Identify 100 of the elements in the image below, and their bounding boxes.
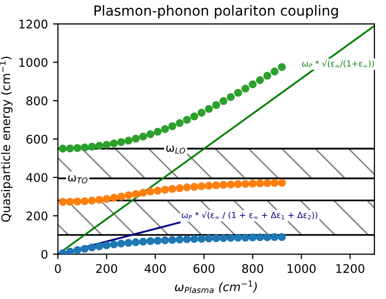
x-tick-label: 600 xyxy=(194,264,214,274)
point xyxy=(80,244,89,253)
point xyxy=(176,184,184,192)
x-tick-label: 400 xyxy=(144,264,166,274)
point xyxy=(161,236,169,244)
point xyxy=(58,198,67,206)
point xyxy=(139,188,148,197)
point xyxy=(168,236,176,244)
point xyxy=(212,234,220,242)
point xyxy=(220,97,228,105)
x-tick-label: 200 xyxy=(96,264,118,274)
point xyxy=(234,88,242,97)
point xyxy=(58,144,67,153)
point xyxy=(132,134,140,143)
point xyxy=(161,186,169,194)
point xyxy=(110,194,118,202)
point xyxy=(241,180,250,188)
point xyxy=(278,63,286,72)
point xyxy=(190,235,198,243)
point xyxy=(270,68,279,76)
point xyxy=(102,140,111,149)
x-tick-label: 0 xyxy=(54,264,61,274)
point xyxy=(154,128,162,136)
point xyxy=(190,182,198,191)
y-tick-label: 400 xyxy=(26,173,48,182)
point xyxy=(168,122,176,130)
point xyxy=(278,233,286,242)
point xyxy=(139,238,148,246)
point xyxy=(66,248,74,254)
point xyxy=(132,238,140,246)
point xyxy=(234,180,242,188)
point xyxy=(176,119,184,128)
point xyxy=(263,72,272,80)
y-tick-label: 600 xyxy=(26,134,48,144)
point xyxy=(88,142,96,151)
x-tick-label: 1200 xyxy=(336,264,364,274)
point xyxy=(102,241,111,250)
point xyxy=(182,183,191,192)
point xyxy=(212,181,220,190)
annotation: ω$_{P}$ * √(ε$_{∞}$/(1+ε$_{∞}$)) xyxy=(302,60,374,68)
point xyxy=(256,233,264,242)
point xyxy=(220,234,228,242)
chart-title: Plasmon-phonon polariton coupling xyxy=(94,5,338,18)
point xyxy=(270,233,279,242)
x-tick-label: 1000 xyxy=(288,264,316,274)
point xyxy=(95,196,104,204)
point xyxy=(182,116,191,124)
point xyxy=(88,196,96,205)
point xyxy=(270,179,279,187)
point xyxy=(117,192,126,201)
point xyxy=(168,184,176,193)
point xyxy=(124,136,132,145)
point xyxy=(95,242,104,250)
point xyxy=(263,179,272,188)
point xyxy=(263,233,272,242)
point xyxy=(248,234,257,242)
point xyxy=(220,180,228,189)
point xyxy=(66,144,74,152)
x-tick-label: 800 xyxy=(242,264,264,274)
point xyxy=(198,182,206,190)
point xyxy=(212,101,220,110)
point xyxy=(256,76,264,84)
point xyxy=(132,190,140,198)
point xyxy=(198,108,206,117)
point xyxy=(176,236,184,244)
point xyxy=(80,197,89,206)
point xyxy=(248,80,257,88)
point xyxy=(182,235,191,244)
point xyxy=(73,246,82,254)
point xyxy=(80,144,89,152)
point xyxy=(124,191,132,200)
point xyxy=(95,142,104,150)
point xyxy=(256,179,264,188)
point xyxy=(154,186,162,195)
point xyxy=(139,132,148,140)
point xyxy=(146,130,154,138)
point xyxy=(204,182,213,190)
y-tick-label: 800 xyxy=(26,96,48,106)
point xyxy=(124,238,132,247)
point xyxy=(146,188,154,196)
point xyxy=(66,198,74,206)
point xyxy=(102,194,111,203)
point xyxy=(73,144,82,152)
ref-line-label: ω$_{LO}$ xyxy=(166,146,186,154)
point xyxy=(154,236,162,245)
point xyxy=(117,240,126,248)
point xyxy=(161,125,169,134)
point xyxy=(110,139,118,148)
point xyxy=(204,104,213,113)
point xyxy=(190,112,198,120)
point xyxy=(226,234,235,242)
point xyxy=(117,138,126,146)
x-axis-title: ω$_{Plasma}$ (cm$^{−1}$) xyxy=(174,280,257,294)
point xyxy=(248,180,257,188)
point xyxy=(226,93,235,101)
point xyxy=(198,234,206,243)
point xyxy=(88,243,96,252)
y-tick-label: 0 xyxy=(41,250,48,259)
text: ω$_{P}$ * √(ε$_{∞}$ / (1 + ε$_{∞}$ + Δε$_{1}$ + Δε$_{2}$)) xyxy=(182,211,318,220)
y-tick-label: 1200 xyxy=(19,20,48,29)
